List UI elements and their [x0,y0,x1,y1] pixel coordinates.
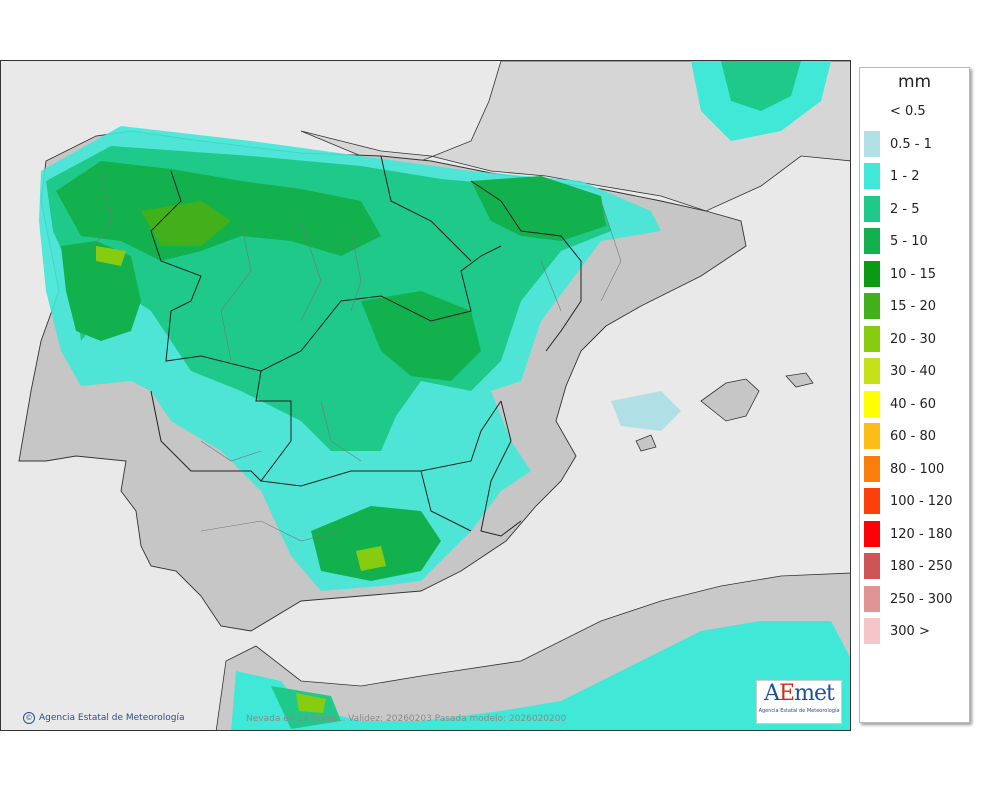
legend-swatch [864,325,880,352]
legend-swatch [864,455,880,482]
legend-item: 80 - 100 [864,455,968,482]
legend-swatch [864,585,880,612]
legend-swatch [864,130,880,157]
precip-heavy-east [471,176,606,241]
legend-swatch [864,260,880,287]
legend-label: 100 - 120 [890,494,953,509]
aemet-logo: AEmet Agencia Estatal de Meteorología [756,680,842,724]
precip-light-balearic [611,391,681,431]
legend-item: 100 - 120 [864,488,968,514]
legend-item: 30 - 40 [864,358,968,384]
legend-label: 10 - 15 [890,266,937,282]
legend-label: 30 - 40 [890,364,937,379]
legend-label: 15 - 20 [890,299,937,314]
precip-intense-africa [296,693,326,713]
legend-swatch [864,98,880,124]
precipitation-legend: mm < 0.5 0.5 - 1 1 - 2 2 - 5 5 - 10 10 - 15 15… [859,67,970,723]
legend-label: 300 > [890,624,930,639]
precip-moderate-france [721,61,801,111]
agency-credit-text: Agencia Estatal de Meteorología [39,713,185,723]
precipitation-fields [39,61,850,730]
legend-item: 20 - 30 [864,325,968,352]
legend-label: 2 - 5 [890,201,920,217]
precip-heavy-northwest [56,161,381,261]
legend-item: 15 - 20 [864,293,968,319]
legend-item: 1 - 2 [864,163,968,189]
legend-swatch [864,195,880,222]
legend-item: 300 > [864,618,968,644]
legend-label: 250 - 300 [890,591,953,607]
legend-item: 10 - 15 [864,260,968,287]
legend-item: 250 - 300 [864,585,968,612]
model-info-footer: Nevada en 24 horas... Validez: 20260203 … [246,714,567,724]
legend-swatch [864,293,880,319]
legend-label: 120 - 180 [890,526,953,542]
precip-intense-granada [356,546,386,571]
regional-borders [150,155,582,537]
legend-item: 5 - 10 [864,228,968,254]
legend-label: 0.5 - 1 [890,136,932,152]
copyright-icon: © [23,712,35,724]
aemet-logo-mark: AEmet [764,681,835,706]
legend-swatch [864,618,880,644]
legend-label: 1 - 2 [890,169,920,184]
legend-unit: mm [897,72,932,92]
legend-item: 180 - 250 [864,553,968,579]
legend-swatch [864,520,880,547]
legend-swatch [864,390,880,417]
legend-item: 120 - 180 [864,520,968,547]
legend-label: 40 - 60 [890,396,937,412]
legend-swatch [864,488,880,514]
map-canvas [18,61,850,730]
province-borders [90,170,622,542]
legend-label: 20 - 30 [890,331,937,347]
legend-label: 5 - 10 [890,234,928,249]
legend-label: 180 - 250 [890,559,953,574]
legend-item: 60 - 80 [864,423,968,449]
legend-item: 0.5 - 1 [864,130,968,157]
legend-label: 60 - 80 [890,429,937,444]
precip-light-africa [231,621,850,730]
legend-swatch [864,553,880,579]
legend-swatch [864,423,880,449]
legend-item: < 0.5 [864,98,968,124]
legend-item: 2 - 5 [864,195,968,222]
legend-swatch [864,163,880,189]
ibiza-island [635,434,657,452]
legend-label: < 0.5 [890,104,926,119]
legend-swatch [864,358,880,384]
legend-item: 40 - 60 [864,390,968,417]
precip-intense-cantabria [141,201,231,246]
mallorca-island [700,378,760,422]
legend-swatch [864,228,880,254]
agency-credit: © Agencia Estatal de Meteorología [23,712,185,724]
aemet-logo-subtitle: Agencia Estatal de Meteorología [758,708,840,714]
precip-intense-leon [96,246,126,266]
precipitation-map: © Agencia Estatal de Meteorología Nevada… [0,60,851,731]
legend-label: 80 - 100 [890,461,945,477]
precip-heavy-south [311,506,441,581]
menorca-island [785,372,814,388]
precip-heavy-center [361,291,481,381]
